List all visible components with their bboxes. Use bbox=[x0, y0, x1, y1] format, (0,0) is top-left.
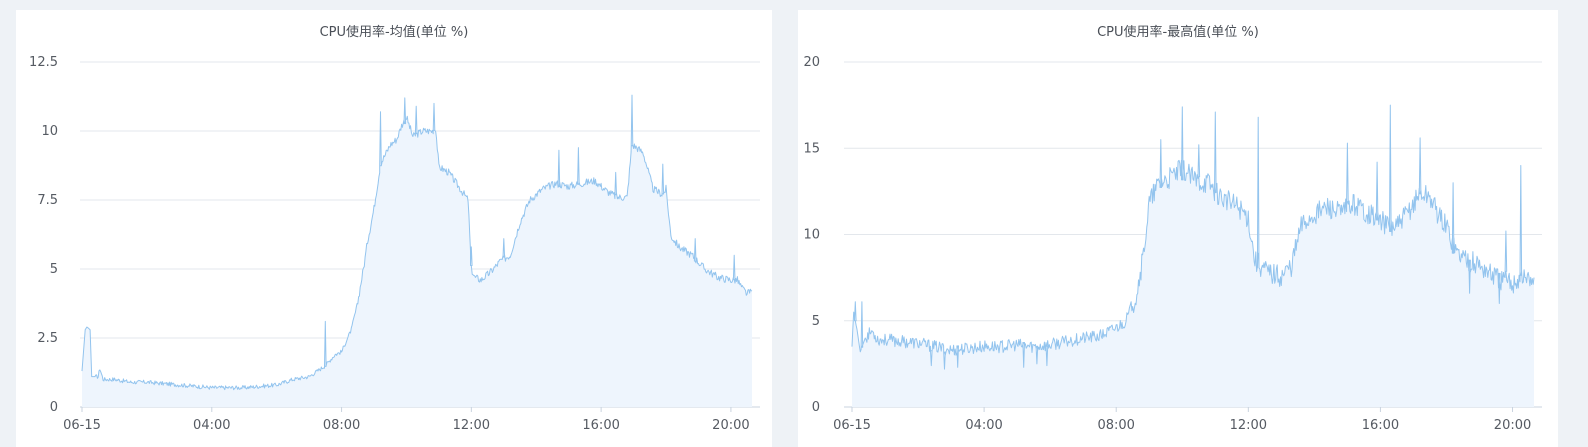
chart-panel-avg: CPU使用率-均值(单位 %) 0 2.5 5 7.5 10 12.5 06-15 04:00… bbox=[16, 10, 772, 447]
x-tick-label: 06-15 bbox=[833, 418, 871, 433]
y-tick-label: 20 bbox=[803, 55, 820, 70]
cpu-series-line bbox=[851, 104, 1535, 370]
y-tick-label: 0 bbox=[50, 400, 58, 415]
y-tick-label: 2.5 bbox=[37, 331, 58, 346]
y-tick-label: 10 bbox=[803, 228, 820, 243]
x-tick-label: 20:00 bbox=[1494, 418, 1531, 433]
x-tick-label: 16:00 bbox=[582, 418, 619, 433]
x-tick-label: 08:00 bbox=[323, 418, 360, 433]
cpu-area-fill bbox=[852, 105, 1534, 407]
x-tick-label: 12:00 bbox=[1230, 418, 1267, 433]
y-tick-label: 15 bbox=[803, 141, 820, 156]
x-tick-label: 08:00 bbox=[1097, 418, 1134, 433]
y-tick-label: 0 bbox=[812, 400, 820, 415]
x-tick-label: 16:00 bbox=[1362, 418, 1399, 433]
chart-panel-max: CPU使用率-最高值(单位 %) 0 5 10 15 20 06-15 04:00 08:00… bbox=[798, 10, 1558, 447]
x-tick-label: 04:00 bbox=[193, 418, 230, 433]
y-tick-label: 7.5 bbox=[37, 193, 58, 208]
y-tick-label: 5 bbox=[812, 314, 820, 329]
x-tick-label: 04:00 bbox=[965, 418, 1002, 433]
cpu-series-line bbox=[81, 94, 753, 391]
chart-max-svg: 0 5 10 15 20 06-15 04:00 08:00 12:00 16:00 20:00 bbox=[803, 55, 1542, 433]
chart-title: CPU使用率-均值(单位 %) bbox=[319, 25, 469, 40]
x-tick-label: 20:00 bbox=[712, 418, 749, 433]
x-tick-label: 06-15 bbox=[63, 418, 101, 433]
y-tick-label: 5 bbox=[50, 262, 58, 277]
chart-avg-svg: 0 2.5 5 7.5 10 12.5 06-15 04:00 08:00 12:00 16:00 2… bbox=[29, 55, 760, 433]
x-tick-label: 12:00 bbox=[453, 418, 490, 433]
chart-title: CPU使用率-最高值(单位 %) bbox=[1097, 25, 1259, 40]
y-tick-label: 12.5 bbox=[29, 55, 58, 70]
cpu-area-fill bbox=[82, 95, 752, 407]
y-tick-label: 10 bbox=[41, 124, 58, 139]
